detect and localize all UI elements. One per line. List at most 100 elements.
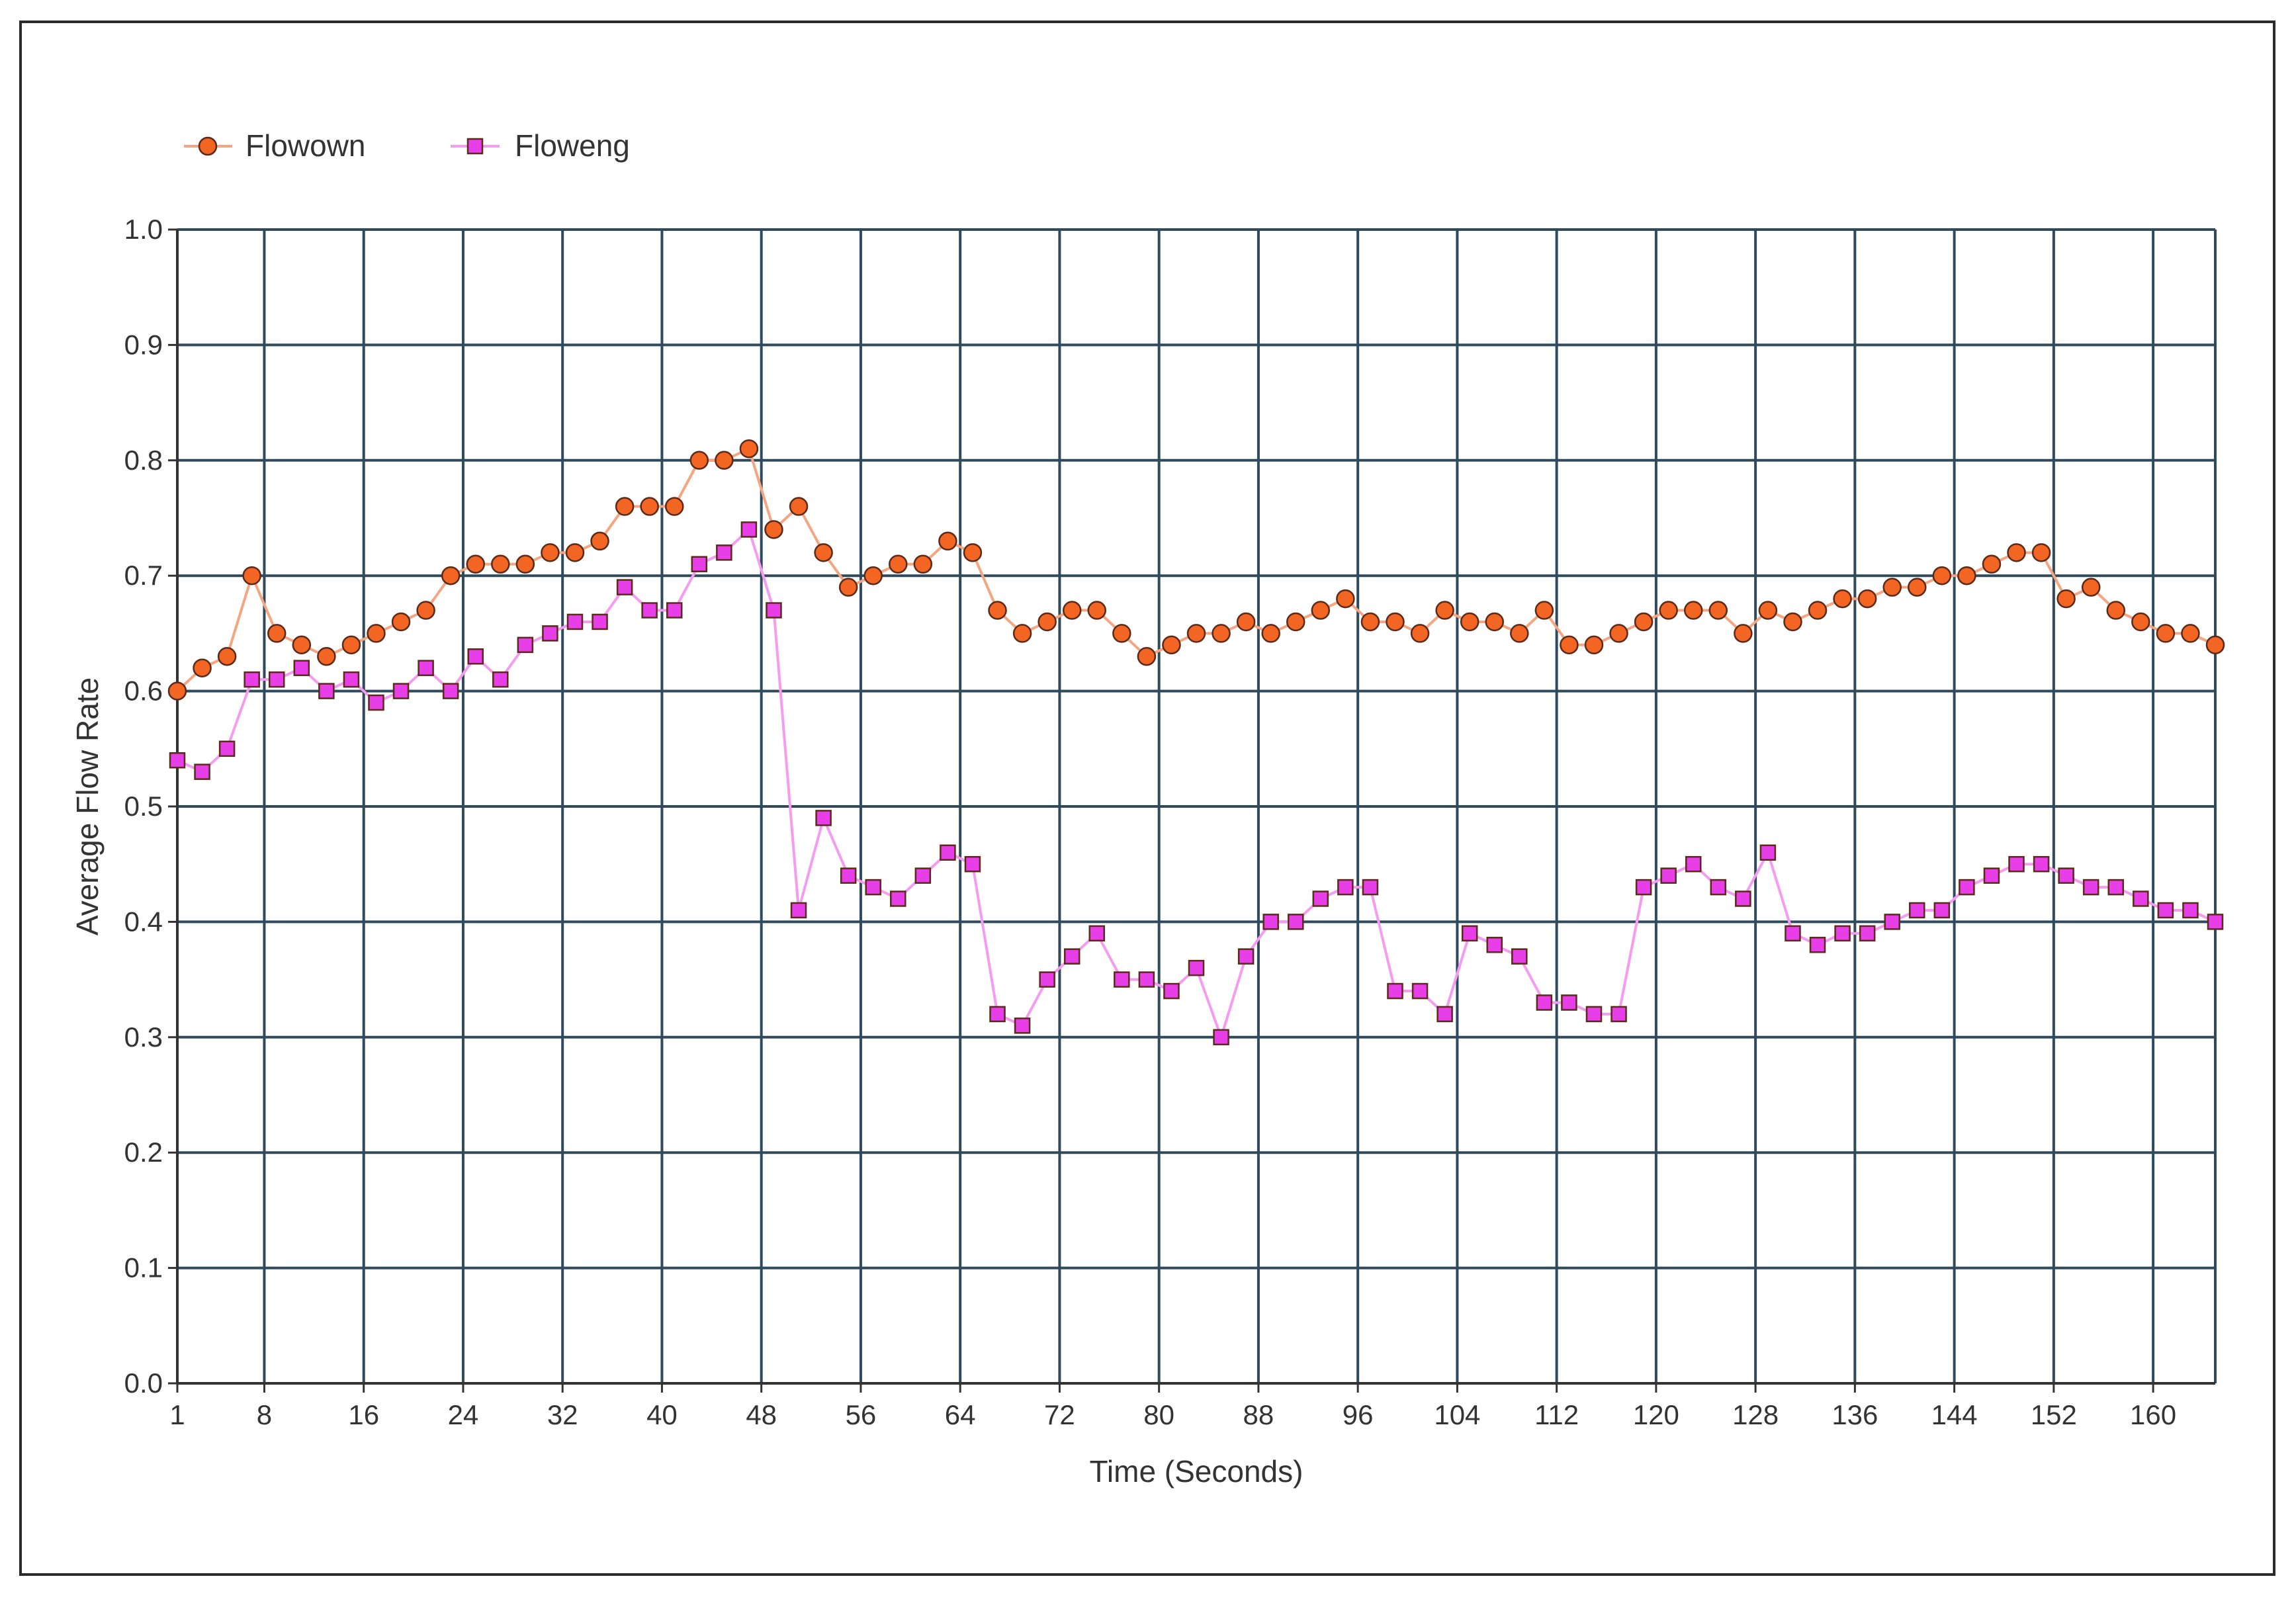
data-point-floweng [2058,867,2074,884]
data-point-flowown [889,554,908,574]
y-tick-label: 0.8 [124,445,163,476]
legend-label-flowown: Flowown [245,128,366,163]
x-tick-label: 80 [1143,1399,1174,1430]
data-point-floweng [1983,867,2000,884]
data-point-flowown [640,497,659,516]
data-point-flowown [2131,612,2150,632]
data-point-flowown [541,543,560,562]
data-point-flowown [913,554,933,574]
data-point-floweng [1959,879,1975,896]
data-point-flowown [1833,589,1852,609]
data-point-floweng [1039,971,1055,988]
data-point-flowown [1336,589,1355,609]
x-tick-label: 136 [1832,1399,1878,1430]
data-point-flowown [1683,601,1703,620]
data-point-flowown [1435,601,1454,620]
data-point-flowown [739,439,759,458]
y-tick-label: 0.1 [124,1252,163,1283]
data-point-flowown [441,566,461,585]
data-point-flowown [1137,647,1157,666]
legend-item-floweng: Floweng [451,128,630,163]
data-point-flowown [1734,624,1753,643]
data-point-floweng [442,683,459,699]
x-tick-label: 72 [1044,1399,1075,1430]
data-point-floweng [1436,1006,1453,1023]
data-point-floweng [790,902,807,919]
data-point-flowown [1534,601,1554,620]
data-point-floweng [940,844,956,861]
x-tick-label: 48 [746,1399,777,1430]
data-point-floweng [840,867,857,884]
data-point-floweng [1262,914,1279,930]
y-tick-label: 0.3 [124,1021,163,1053]
data-point-flowown [1634,612,1654,632]
data-point-floweng [1909,902,1925,919]
x-tick-label: 1 [169,1399,185,1430]
data-point-flowown [1957,566,1976,585]
x-tick-label: 88 [1243,1399,1274,1430]
y-tick-label: 0.0 [124,1367,163,1399]
data-point-floweng [169,752,186,769]
data-point-floweng [2182,902,2199,919]
x-tick-label: 40 [646,1399,678,1430]
data-point-floweng [1163,982,1180,1000]
data-point-flowown [1386,612,1405,632]
data-point-flowown [814,543,833,562]
data-point-floweng [1337,879,1354,896]
legend-label-floweng: Floweng [515,128,630,163]
legend-marker-floweng [466,138,484,155]
data-point-floweng [243,671,260,688]
data-point-flowown [515,554,535,574]
x-tick-label: 16 [348,1399,379,1430]
data-point-flowown [1932,566,1952,585]
data-point-flowown [565,543,585,562]
x-tick-label: 120 [1633,1399,1679,1430]
series [167,439,2225,1046]
data-point-flowown [863,566,883,585]
data-point-flowown [2156,624,2176,643]
data-point-floweng [1287,914,1304,930]
data-point-floweng [2157,902,2174,919]
data-point-flowown [664,497,684,516]
data-point-flowown [2181,624,2200,643]
data-point-floweng [1585,1006,1603,1023]
data-point-flowown [466,554,485,574]
data-point-flowown [1038,612,1057,632]
data-point-flowown [1360,612,1380,632]
y-tick-label: 0.2 [124,1137,163,1168]
data-point-flowown [167,681,187,701]
data-point-flowown [1460,612,1479,632]
x-axis-label: Time (Seconds) [1090,1454,1303,1489]
x-tick-label: 24 [448,1399,479,1430]
data-point-floweng [691,556,708,573]
data-point-floweng [1685,855,1702,873]
x-tick-label: 144 [1931,1399,1978,1430]
x-tick-label: 112 [1534,1399,1579,1430]
data-point-flowown [341,635,361,655]
x-tick-label: 56 [846,1399,877,1430]
data-point-flowown [1012,624,1032,643]
data-point-floweng [1710,879,1727,896]
data-point-floweng [1461,925,1478,942]
data-point-floweng [1611,1006,1627,1023]
data-point-flowown [1311,601,1331,620]
data-point-flowown [1908,578,1927,597]
data-point-floweng [1561,994,1577,1011]
data-point-flowown [1857,589,1877,609]
data-point-floweng [1785,925,1801,942]
data-point-floweng [1660,867,1677,884]
y-tick-label: 0.5 [124,791,163,822]
data-point-floweng [1188,959,1205,976]
data-point-floweng [2033,855,2050,873]
data-point-floweng [2107,879,2125,896]
data-point-flowown [193,658,212,677]
data-point-flowown [1659,601,1678,620]
data-point-floweng [218,740,236,757]
data-point-floweng [1511,948,1528,965]
data-point-flowown [1882,578,1902,597]
x-tick-label: 104 [1434,1399,1480,1430]
data-point-floweng [318,683,335,699]
data-point-flowown [1584,635,1604,655]
x-tick-label: 152 [2031,1399,2077,1430]
data-point-flowown [1485,612,1504,632]
